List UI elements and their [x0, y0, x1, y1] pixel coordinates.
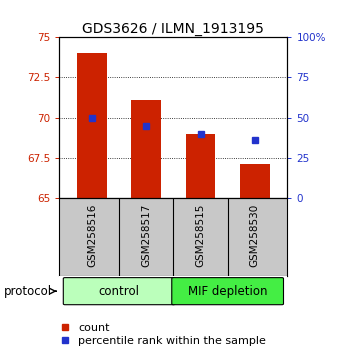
- Bar: [186, 134, 216, 198]
- Bar: [77, 53, 107, 198]
- Text: GSM258516: GSM258516: [87, 204, 97, 267]
- FancyBboxPatch shape: [172, 278, 284, 305]
- Text: GSM258517: GSM258517: [141, 204, 151, 267]
- Title: GDS3626 / ILMN_1913195: GDS3626 / ILMN_1913195: [83, 22, 264, 36]
- Bar: [131, 100, 161, 198]
- Text: protocol: protocol: [3, 285, 52, 298]
- Bar: [240, 164, 270, 198]
- Text: MIF depletion: MIF depletion: [188, 285, 267, 298]
- Legend: count, percentile rank within the sample: count, percentile rank within the sample: [58, 320, 268, 348]
- Text: GSM258530: GSM258530: [250, 204, 260, 267]
- Text: control: control: [99, 285, 140, 298]
- FancyBboxPatch shape: [63, 278, 175, 305]
- Text: GSM258515: GSM258515: [195, 204, 205, 267]
